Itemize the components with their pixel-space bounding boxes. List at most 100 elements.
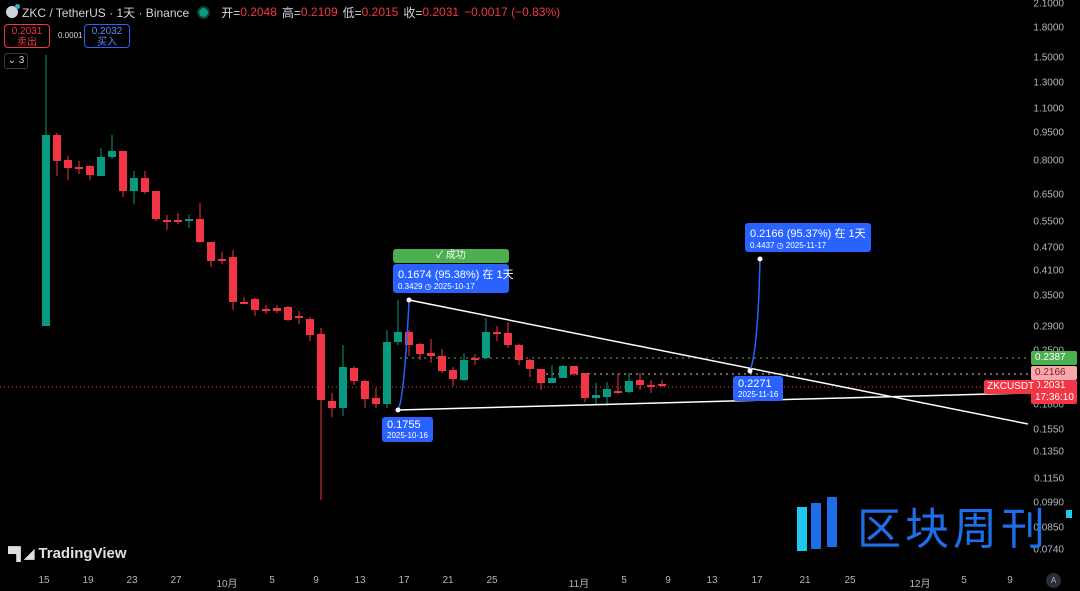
- candle[interactable]: [295, 316, 303, 318]
- point-label-2[interactable]: 0.2271 2025-11-16: [733, 376, 784, 401]
- candle[interactable]: [603, 389, 611, 397]
- candle[interactable]: [405, 332, 413, 345]
- projection-callout-2[interactable]: 0.2166 (95.37%) 在 1天 0.4437 ◷ 2025-11-17: [745, 223, 871, 252]
- close-value: 0.2031: [422, 5, 460, 19]
- time-tick: 25: [486, 575, 498, 586]
- current-price-tag: 0.2031 17:36:10: [1031, 380, 1077, 404]
- change-value: −0.0017 (−0.83%): [464, 5, 561, 19]
- candle[interactable]: [196, 219, 204, 242]
- projection-callout-1[interactable]: 0.1674 (95.38%) 在 1天 0.3429 ◷ 2025-10-17: [393, 264, 514, 293]
- open-value: 0.2048: [240, 5, 277, 19]
- candle[interactable]: [438, 356, 446, 371]
- candle[interactable]: [504, 333, 512, 345]
- time-tick: 17: [751, 575, 763, 586]
- candle[interactable]: [570, 366, 578, 374]
- candle[interactable]: [42, 135, 50, 326]
- tradingview-mark-icon: ▀▌◢: [8, 545, 34, 561]
- price-tick: 0.4100: [1033, 265, 1064, 277]
- candle[interactable]: [130, 178, 138, 191]
- price-tick: 1.3000: [1033, 77, 1064, 89]
- price-tick: 0.4700: [1033, 242, 1064, 254]
- candle[interactable]: [218, 259, 226, 261]
- candle[interactable]: [460, 360, 468, 380]
- candle[interactable]: [350, 368, 358, 381]
- candle[interactable]: [471, 358, 479, 360]
- candle[interactable]: [229, 257, 237, 302]
- price-tick: 0.6500: [1033, 189, 1064, 201]
- candle[interactable]: [493, 332, 501, 334]
- candle[interactable]: [163, 220, 171, 222]
- price-tick: 0.0740: [1033, 544, 1064, 556]
- candle[interactable]: [647, 385, 655, 387]
- tradingview-logo[interactable]: ▀▌◢ TradingView: [8, 545, 127, 562]
- candle[interactable]: [592, 395, 600, 398]
- time-tick: 27: [170, 575, 182, 586]
- candle[interactable]: [658, 384, 666, 386]
- auto-scale-button[interactable]: A: [1046, 573, 1061, 588]
- candle[interactable]: [361, 381, 369, 399]
- candle[interactable]: [482, 332, 490, 358]
- point-label-1[interactable]: 0.1755 2025-10-16: [382, 417, 433, 442]
- symbol-header: ZKC / TetherUS · 1天 · Binance 开= 0.2048 高…: [6, 4, 560, 20]
- candle[interactable]: [581, 373, 589, 398]
- candle[interactable]: [64, 160, 72, 168]
- time-tick: 21: [442, 575, 454, 586]
- candle[interactable]: [306, 319, 314, 335]
- price-tick: 0.2900: [1033, 321, 1064, 333]
- candle[interactable]: [97, 157, 105, 176]
- candle[interactable]: [328, 401, 336, 408]
- price-tick: 0.9500: [1033, 127, 1064, 139]
- candle[interactable]: [427, 353, 435, 356]
- price-tick: 0.1800: [1033, 399, 1064, 411]
- candle[interactable]: [614, 391, 622, 393]
- price-tick: 0.1550: [1033, 424, 1064, 436]
- price-tick: 0.1150: [1034, 473, 1064, 485]
- sell-button[interactable]: 0.2031 卖出: [4, 24, 50, 48]
- candle[interactable]: [548, 378, 556, 383]
- candle[interactable]: [152, 191, 160, 219]
- buy-button[interactable]: 0.2032 买入: [84, 24, 130, 48]
- candle[interactable]: [273, 308, 281, 311]
- candle[interactable]: [383, 342, 391, 404]
- price-tick: 0.1350: [1033, 446, 1064, 458]
- candle[interactable]: [284, 307, 292, 320]
- candle[interactable]: [526, 360, 534, 369]
- time-tick: 25: [844, 575, 856, 586]
- candle[interactable]: [559, 366, 567, 378]
- candle[interactable]: [141, 178, 149, 192]
- candle[interactable]: [119, 151, 127, 191]
- candle[interactable]: [240, 302, 248, 304]
- candle[interactable]: [625, 381, 633, 392]
- candle[interactable]: [449, 370, 457, 379]
- candle[interactable]: [207, 242, 215, 261]
- candle[interactable]: [53, 135, 61, 161]
- indicators-collapse-button[interactable]: ⌄ 3: [4, 53, 28, 69]
- candle[interactable]: [251, 299, 259, 310]
- candle[interactable]: [86, 166, 94, 175]
- price-tick: 1.1000: [1033, 103, 1064, 115]
- time-tick: 9: [665, 575, 671, 586]
- time-tick: 12月: [909, 579, 931, 590]
- candle[interactable]: [394, 332, 402, 342]
- time-tick: 5: [961, 575, 967, 586]
- candle[interactable]: [174, 220, 182, 222]
- candle[interactable]: [108, 151, 116, 157]
- candle[interactable]: [636, 380, 644, 385]
- candle[interactable]: [75, 167, 83, 169]
- candle[interactable]: [339, 367, 347, 408]
- candle[interactable]: [372, 398, 380, 404]
- spread-value: 0.0001: [58, 31, 83, 40]
- candle[interactable]: [317, 334, 325, 400]
- symbol-title[interactable]: ZKC / TetherUS · 1天 · Binance: [22, 5, 190, 20]
- time-tick: 23: [126, 575, 138, 586]
- candle[interactable]: [185, 219, 193, 221]
- coin-logo-icon: [6, 4, 20, 18]
- projection-arrow-1: [397, 301, 410, 411]
- candle[interactable]: [262, 309, 270, 311]
- candle[interactable]: [416, 344, 424, 354]
- time-tick: 5: [621, 575, 627, 586]
- candle[interactable]: [515, 345, 523, 360]
- candle[interactable]: [537, 369, 545, 383]
- price-tag-0.2387: 0.2387: [1031, 351, 1077, 365]
